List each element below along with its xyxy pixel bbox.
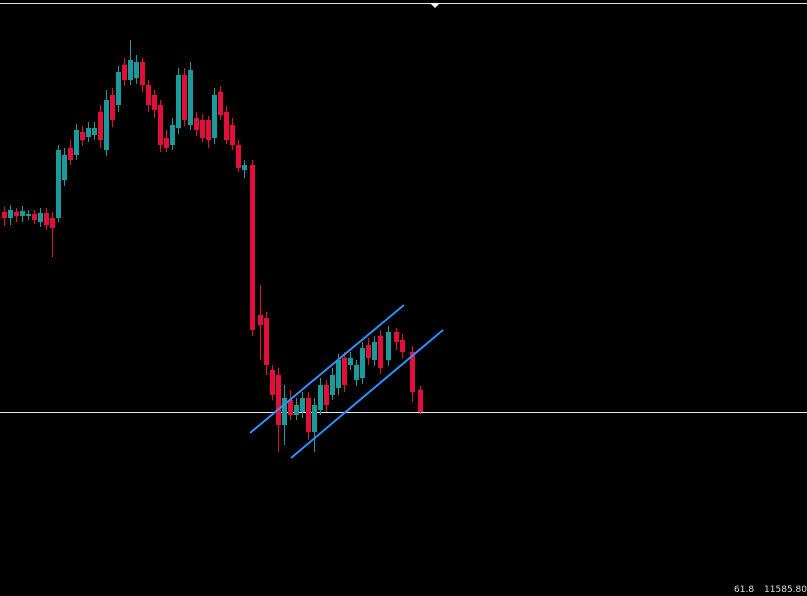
status-value: 61.8 [734,585,755,595]
chart-shift-marker[interactable] [430,3,440,8]
status-bar: 61.8 11585.80 [724,585,807,595]
channel-lower-line[interactable] [290,329,444,459]
channel-upper-line[interactable] [249,304,405,434]
status-price: 11585.80 [764,585,807,595]
